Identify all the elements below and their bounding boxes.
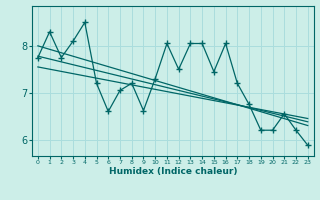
X-axis label: Humidex (Indice chaleur): Humidex (Indice chaleur) (108, 167, 237, 176)
